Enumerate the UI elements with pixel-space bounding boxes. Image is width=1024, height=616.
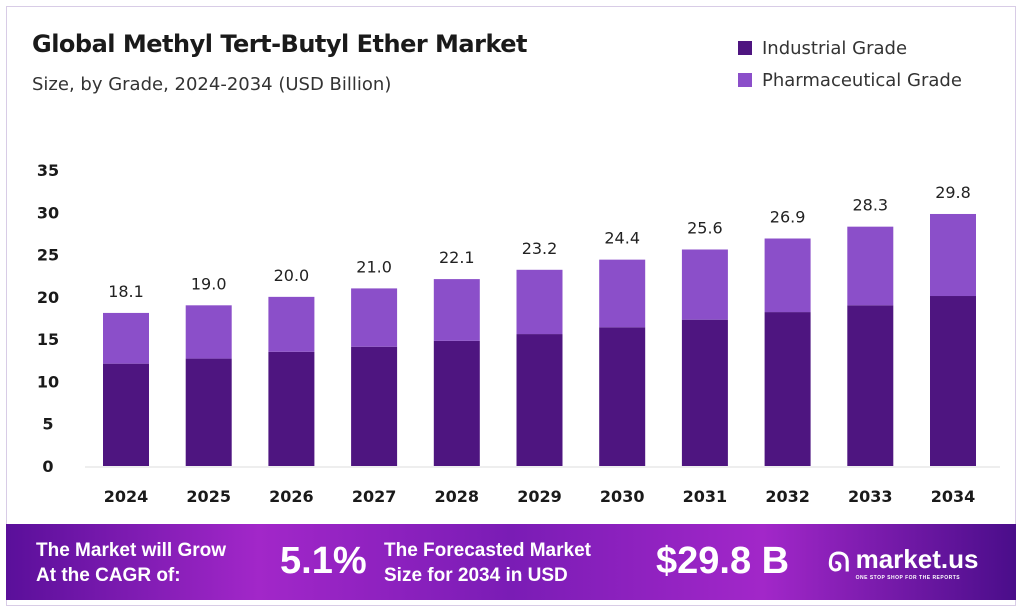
x-tick-label: 2027	[352, 487, 397, 506]
legend-item-pharmaceutical: Pharmaceutical Grade	[738, 64, 962, 96]
bar-pharmaceutical-2025	[185, 305, 232, 359]
x-tick-label: 2033	[848, 487, 893, 506]
legend-label-industrial: Industrial Grade	[762, 37, 908, 59]
forecast-label: The Forecasted Market Size for 2034 in U…	[384, 538, 591, 588]
data-label-total: 19.0	[191, 274, 227, 293]
y-tick-label: 5	[42, 415, 53, 434]
y-tick-label: 25	[37, 246, 59, 265]
bar-industrial-2032	[764, 312, 811, 466]
data-label-total: 20.0	[274, 266, 310, 285]
bar-pharmaceutical-2032	[764, 238, 811, 313]
data-label-total: 28.3	[852, 196, 888, 215]
x-tick-label: 2026	[269, 487, 314, 506]
cagr-label: The Market will Grow At the CAGR of:	[36, 538, 226, 588]
bar-industrial-2027	[351, 346, 398, 466]
forecast-label-line1: The Forecasted Market	[384, 540, 591, 561]
x-tick-label: 2032	[765, 487, 810, 506]
bar-industrial-2025	[185, 358, 232, 466]
y-tick-label: 30	[37, 203, 59, 222]
data-label-total: 24.4	[604, 229, 640, 248]
logo-name: market.us	[855, 544, 979, 574]
chart-subtitle: Size, by Grade, 2024-2034 (USD Billion)	[32, 74, 392, 95]
data-label-total: 18.1	[108, 282, 144, 301]
y-tick-label: 0	[42, 457, 53, 476]
bar-pharmaceutical-2026	[268, 296, 315, 352]
legend-item-industrial: Industrial Grade	[738, 32, 962, 64]
bar-pharmaceutical-2028	[433, 279, 480, 341]
logo-tagline: ONE STOP SHOP FOR THE REPORTS	[855, 575, 961, 581]
chart-frame	[6, 6, 1016, 606]
chart-title: Global Methyl Tert-Butyl Ether Market	[32, 30, 528, 58]
x-tick-label: 2029	[517, 487, 562, 506]
bar-pharmaceutical-2029	[516, 269, 563, 335]
data-label-total: 25.6	[687, 218, 723, 237]
x-tick-label: 2025	[186, 487, 231, 506]
bar-industrial-2026	[268, 351, 315, 466]
bar-industrial-2024	[103, 363, 149, 466]
bar-pharmaceutical-2027	[351, 288, 398, 347]
data-label-total: 29.8	[935, 183, 971, 202]
legend-label-pharmaceutical: Pharmaceutical Grade	[762, 69, 962, 91]
data-label-total: 26.9	[770, 208, 806, 227]
data-label-total: 22.1	[439, 248, 475, 267]
footer-banner: The Market will Grow At the CAGR of: 5.1…	[6, 524, 1016, 600]
y-tick-label: 15	[37, 330, 59, 349]
legend: Industrial Grade Pharmaceutical Grade	[738, 32, 962, 96]
legend-swatch-pharmaceutical	[738, 73, 752, 87]
y-tick-label: 10	[37, 372, 59, 391]
data-label-total: 23.2	[522, 239, 558, 258]
cagr-value: 5.1%	[280, 540, 367, 582]
y-tick-label: 35	[37, 161, 59, 180]
bar-industrial-2030	[599, 327, 646, 466]
x-tick-label: 2028	[435, 487, 480, 506]
x-tick-label: 2024	[104, 487, 149, 506]
bar-pharmaceutical-2033	[847, 226, 894, 306]
y-tick-label: 20	[37, 288, 59, 307]
forecast-label-line2: Size for 2034 in USD	[384, 565, 568, 586]
bar-pharmaceutical-2034	[930, 213, 976, 297]
bar-pharmaceutical-2031	[681, 249, 728, 320]
market-us-logo: ᘏ market.us ONE STOP SHOP FOR THE REPORT…	[828, 544, 978, 581]
bar-industrial-2028	[433, 340, 480, 466]
bar-pharmaceutical-2024	[103, 312, 149, 364]
cagr-label-line1: The Market will Grow	[36, 540, 227, 561]
legend-swatch-industrial	[738, 41, 752, 55]
x-tick-label: 2034	[931, 487, 976, 506]
bar-industrial-2034	[930, 296, 976, 466]
logo-icon: ᘏ	[828, 546, 850, 577]
bar-industrial-2033	[847, 305, 894, 466]
forecast-value: $29.8 B	[656, 540, 790, 582]
data-label-total: 21.0	[356, 257, 392, 276]
cagr-label-line2: At the CAGR of:	[36, 565, 181, 586]
bar-pharmaceutical-2030	[599, 259, 646, 328]
bar-industrial-2031	[681, 319, 728, 466]
bar-industrial-2029	[516, 334, 563, 466]
x-tick-label: 2031	[683, 487, 728, 506]
x-tick-label: 2030	[600, 487, 645, 506]
